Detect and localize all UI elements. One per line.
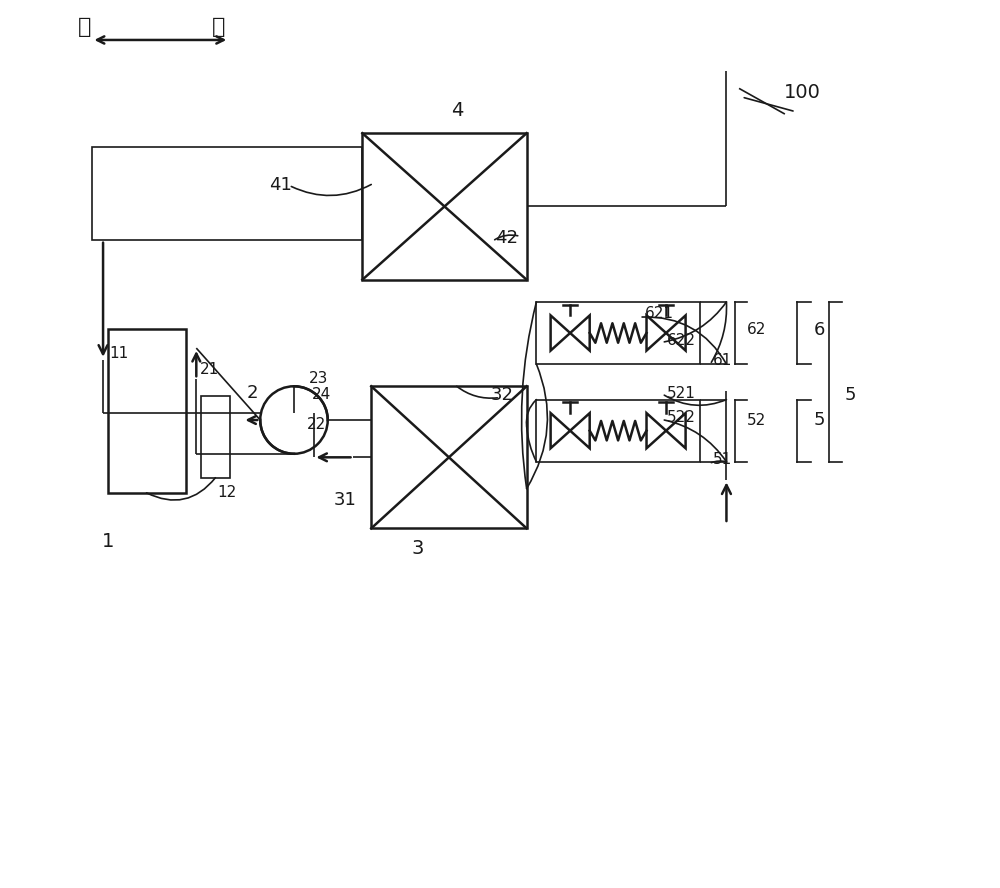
Text: 32: 32 [491,386,514,404]
Text: 52: 52 [747,413,766,428]
Text: 522: 522 [667,410,696,425]
Bar [362,133,527,280]
Text: 31: 31 [334,491,357,509]
Text: 61: 61 [713,353,732,368]
Bar [92,147,362,240]
Text: 42: 42 [496,229,519,247]
Text: 6: 6 [813,321,825,339]
Text: 5: 5 [813,411,825,429]
Text: 3: 3 [411,539,424,558]
Text: 12: 12 [218,485,237,500]
Text: 5: 5 [845,386,856,404]
Text: 621: 621 [645,306,674,321]
Bar [536,302,700,364]
Text: 1: 1 [102,532,115,551]
Bar [536,400,700,462]
Text: 41: 41 [269,176,292,194]
Bar [201,396,230,478]
Text: 右: 右 [211,17,225,37]
Text: 24: 24 [312,387,331,402]
Bar [371,386,527,528]
Text: 2: 2 [247,385,258,402]
Text: 左: 左 [78,17,92,37]
Text: 521: 521 [667,386,696,401]
Text: 100: 100 [784,83,821,102]
Text: 4: 4 [451,101,464,120]
Bar [108,329,186,493]
Text: 23: 23 [309,371,328,386]
Text: 11: 11 [109,345,129,361]
Text: 21: 21 [200,362,219,377]
Text: 22: 22 [307,417,327,432]
Text: 622: 622 [667,333,696,348]
Text: 62: 62 [747,322,766,337]
Text: 51: 51 [713,452,732,467]
